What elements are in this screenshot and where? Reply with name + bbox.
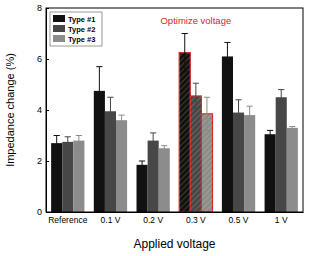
annotation: Optimize voltage bbox=[160, 15, 231, 26]
error-bar bbox=[267, 130, 273, 138]
y-tick-label: 8 bbox=[37, 3, 42, 13]
x-tick-label: 0.5 V bbox=[229, 215, 249, 225]
error-bar bbox=[224, 42, 230, 70]
error-bar bbox=[235, 100, 241, 126]
frame bbox=[46, 8, 303, 212]
legend-label: Type #1 bbox=[68, 15, 95, 24]
x-tick-label: 0.1 V bbox=[101, 215, 121, 225]
y-tick: 4 bbox=[37, 105, 49, 115]
error-bar bbox=[96, 67, 102, 115]
y-tick-mark bbox=[46, 110, 49, 111]
bar bbox=[265, 134, 276, 212]
legend-box bbox=[50, 12, 102, 46]
bar bbox=[233, 113, 244, 212]
y-axis: 0 2 4 6 8 bbox=[37, 3, 49, 217]
y-tick-label: 6 bbox=[37, 54, 42, 64]
bar bbox=[137, 165, 148, 212]
x-tick-label: 0.2 V bbox=[143, 215, 163, 225]
legend-label: Type #3 bbox=[68, 35, 95, 44]
legend-label: Type #2 bbox=[68, 25, 95, 34]
bar bbox=[244, 115, 255, 212]
error-bar bbox=[161, 146, 167, 151]
bar bbox=[148, 141, 159, 212]
y-tick-label: 0 bbox=[37, 207, 42, 217]
bar-hatch bbox=[179, 53, 190, 212]
bar bbox=[73, 141, 84, 212]
error-bar bbox=[278, 90, 284, 105]
y-tick: 8 bbox=[37, 3, 49, 13]
bar bbox=[222, 56, 233, 212]
legend-swatch bbox=[53, 15, 65, 22]
y-tick: 2 bbox=[37, 156, 49, 166]
x-tick: 0.3 V bbox=[186, 212, 206, 225]
error-bar bbox=[193, 83, 199, 109]
legend-swatch bbox=[53, 25, 65, 32]
y-tick-mark bbox=[46, 59, 49, 60]
bar bbox=[190, 96, 201, 212]
error-bar bbox=[204, 97, 210, 130]
chart: 0 2 4 6 8 Reference 0.1 V 0.2 V 0.3 V 0.5 V 1 V Opt… bbox=[0, 0, 311, 256]
bar bbox=[287, 128, 298, 212]
error-bar bbox=[107, 97, 113, 125]
marks bbox=[51, 34, 298, 213]
plot: 0 2 4 6 8 Reference 0.1 V 0.2 V 0.3 V 0.5 V 1 V Opt… bbox=[37, 3, 304, 225]
x-axis-title: Applied voltage bbox=[133, 237, 215, 251]
error-bar bbox=[118, 115, 124, 125]
x-tick-label: Reference bbox=[48, 215, 87, 225]
y-tick-label: 2 bbox=[37, 156, 42, 166]
x-tick: 1 V bbox=[275, 212, 288, 225]
bar bbox=[116, 120, 127, 212]
error-bar bbox=[76, 136, 82, 146]
error-bar bbox=[289, 127, 295, 130]
x-tick-label: 1 V bbox=[275, 215, 288, 225]
legend-swatch bbox=[53, 35, 65, 42]
x-axis: Reference 0.1 V 0.2 V 0.3 V 0.5 V 1 V bbox=[47, 212, 304, 225]
error-bar bbox=[247, 106, 253, 124]
y-tick-mark bbox=[46, 8, 49, 9]
bar bbox=[276, 97, 287, 212]
bar bbox=[179, 53, 190, 212]
x-tick: 0.1 V bbox=[101, 212, 121, 225]
bar bbox=[62, 142, 73, 212]
x-tick: 0.2 V bbox=[143, 212, 163, 225]
x-tick: 0.5 V bbox=[229, 212, 249, 225]
error-bar bbox=[65, 137, 71, 147]
y-tick-label: 4 bbox=[37, 105, 42, 115]
x-tick-label: 0.3 V bbox=[186, 215, 206, 225]
error-bar bbox=[182, 34, 188, 72]
bar bbox=[105, 111, 116, 212]
bar bbox=[51, 143, 62, 212]
error-bar bbox=[139, 161, 145, 169]
x-axis-line bbox=[47, 212, 304, 213]
x-tick: Reference bbox=[48, 212, 87, 225]
error-bar bbox=[54, 136, 60, 151]
bar-hatch bbox=[190, 96, 201, 212]
bar bbox=[159, 148, 170, 212]
legend: Type #1Type #2Type #3 bbox=[50, 12, 102, 46]
y-tick-mark bbox=[46, 161, 49, 162]
y-tick: 6 bbox=[37, 54, 49, 64]
error-bar bbox=[150, 133, 156, 148]
y-axis-title: Impedance change (%) bbox=[4, 53, 16, 167]
